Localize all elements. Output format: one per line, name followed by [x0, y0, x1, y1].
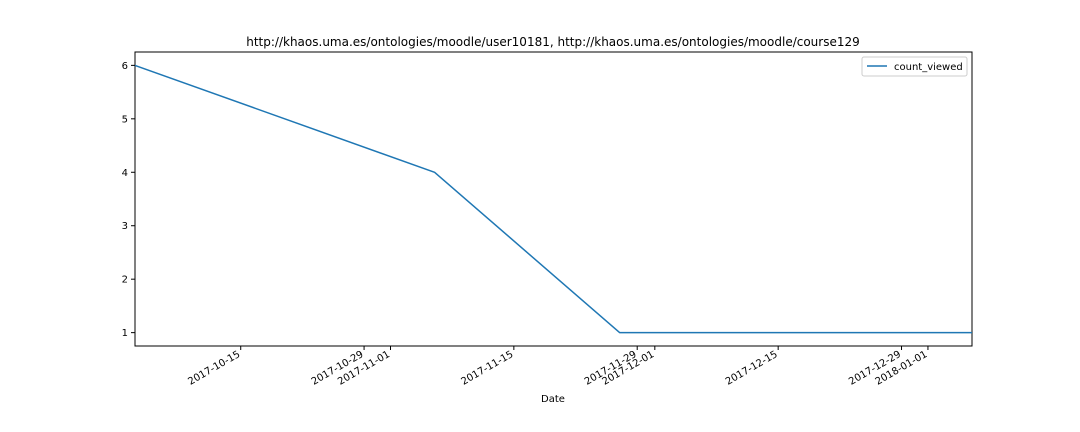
x-tick-label: 2017-10-15 [186, 349, 242, 388]
plot-area-frame [135, 52, 972, 346]
legend: count_viewed [862, 57, 967, 76]
x-tick-label: 2017-11-15 [460, 349, 516, 388]
y-tick-label: 3 [122, 221, 128, 232]
series-line-count-viewed [135, 65, 972, 332]
x-tick-label: 2017-12-15 [724, 349, 780, 388]
x-axis-label: Date [541, 394, 565, 405]
y-tick-label: 5 [122, 114, 128, 125]
y-tick-label: 2 [122, 275, 128, 286]
y-axis: 1 2 3 4 5 6 [122, 61, 135, 339]
legend-label-count-viewed: count_viewed [894, 62, 963, 73]
y-tick-label: 1 [122, 328, 128, 339]
chart-title: http://khaos.uma.es/ontologies/moodle/us… [246, 35, 860, 49]
y-tick-label: 4 [122, 168, 128, 179]
series-layer [135, 65, 972, 332]
y-tick-label: 6 [122, 61, 128, 72]
